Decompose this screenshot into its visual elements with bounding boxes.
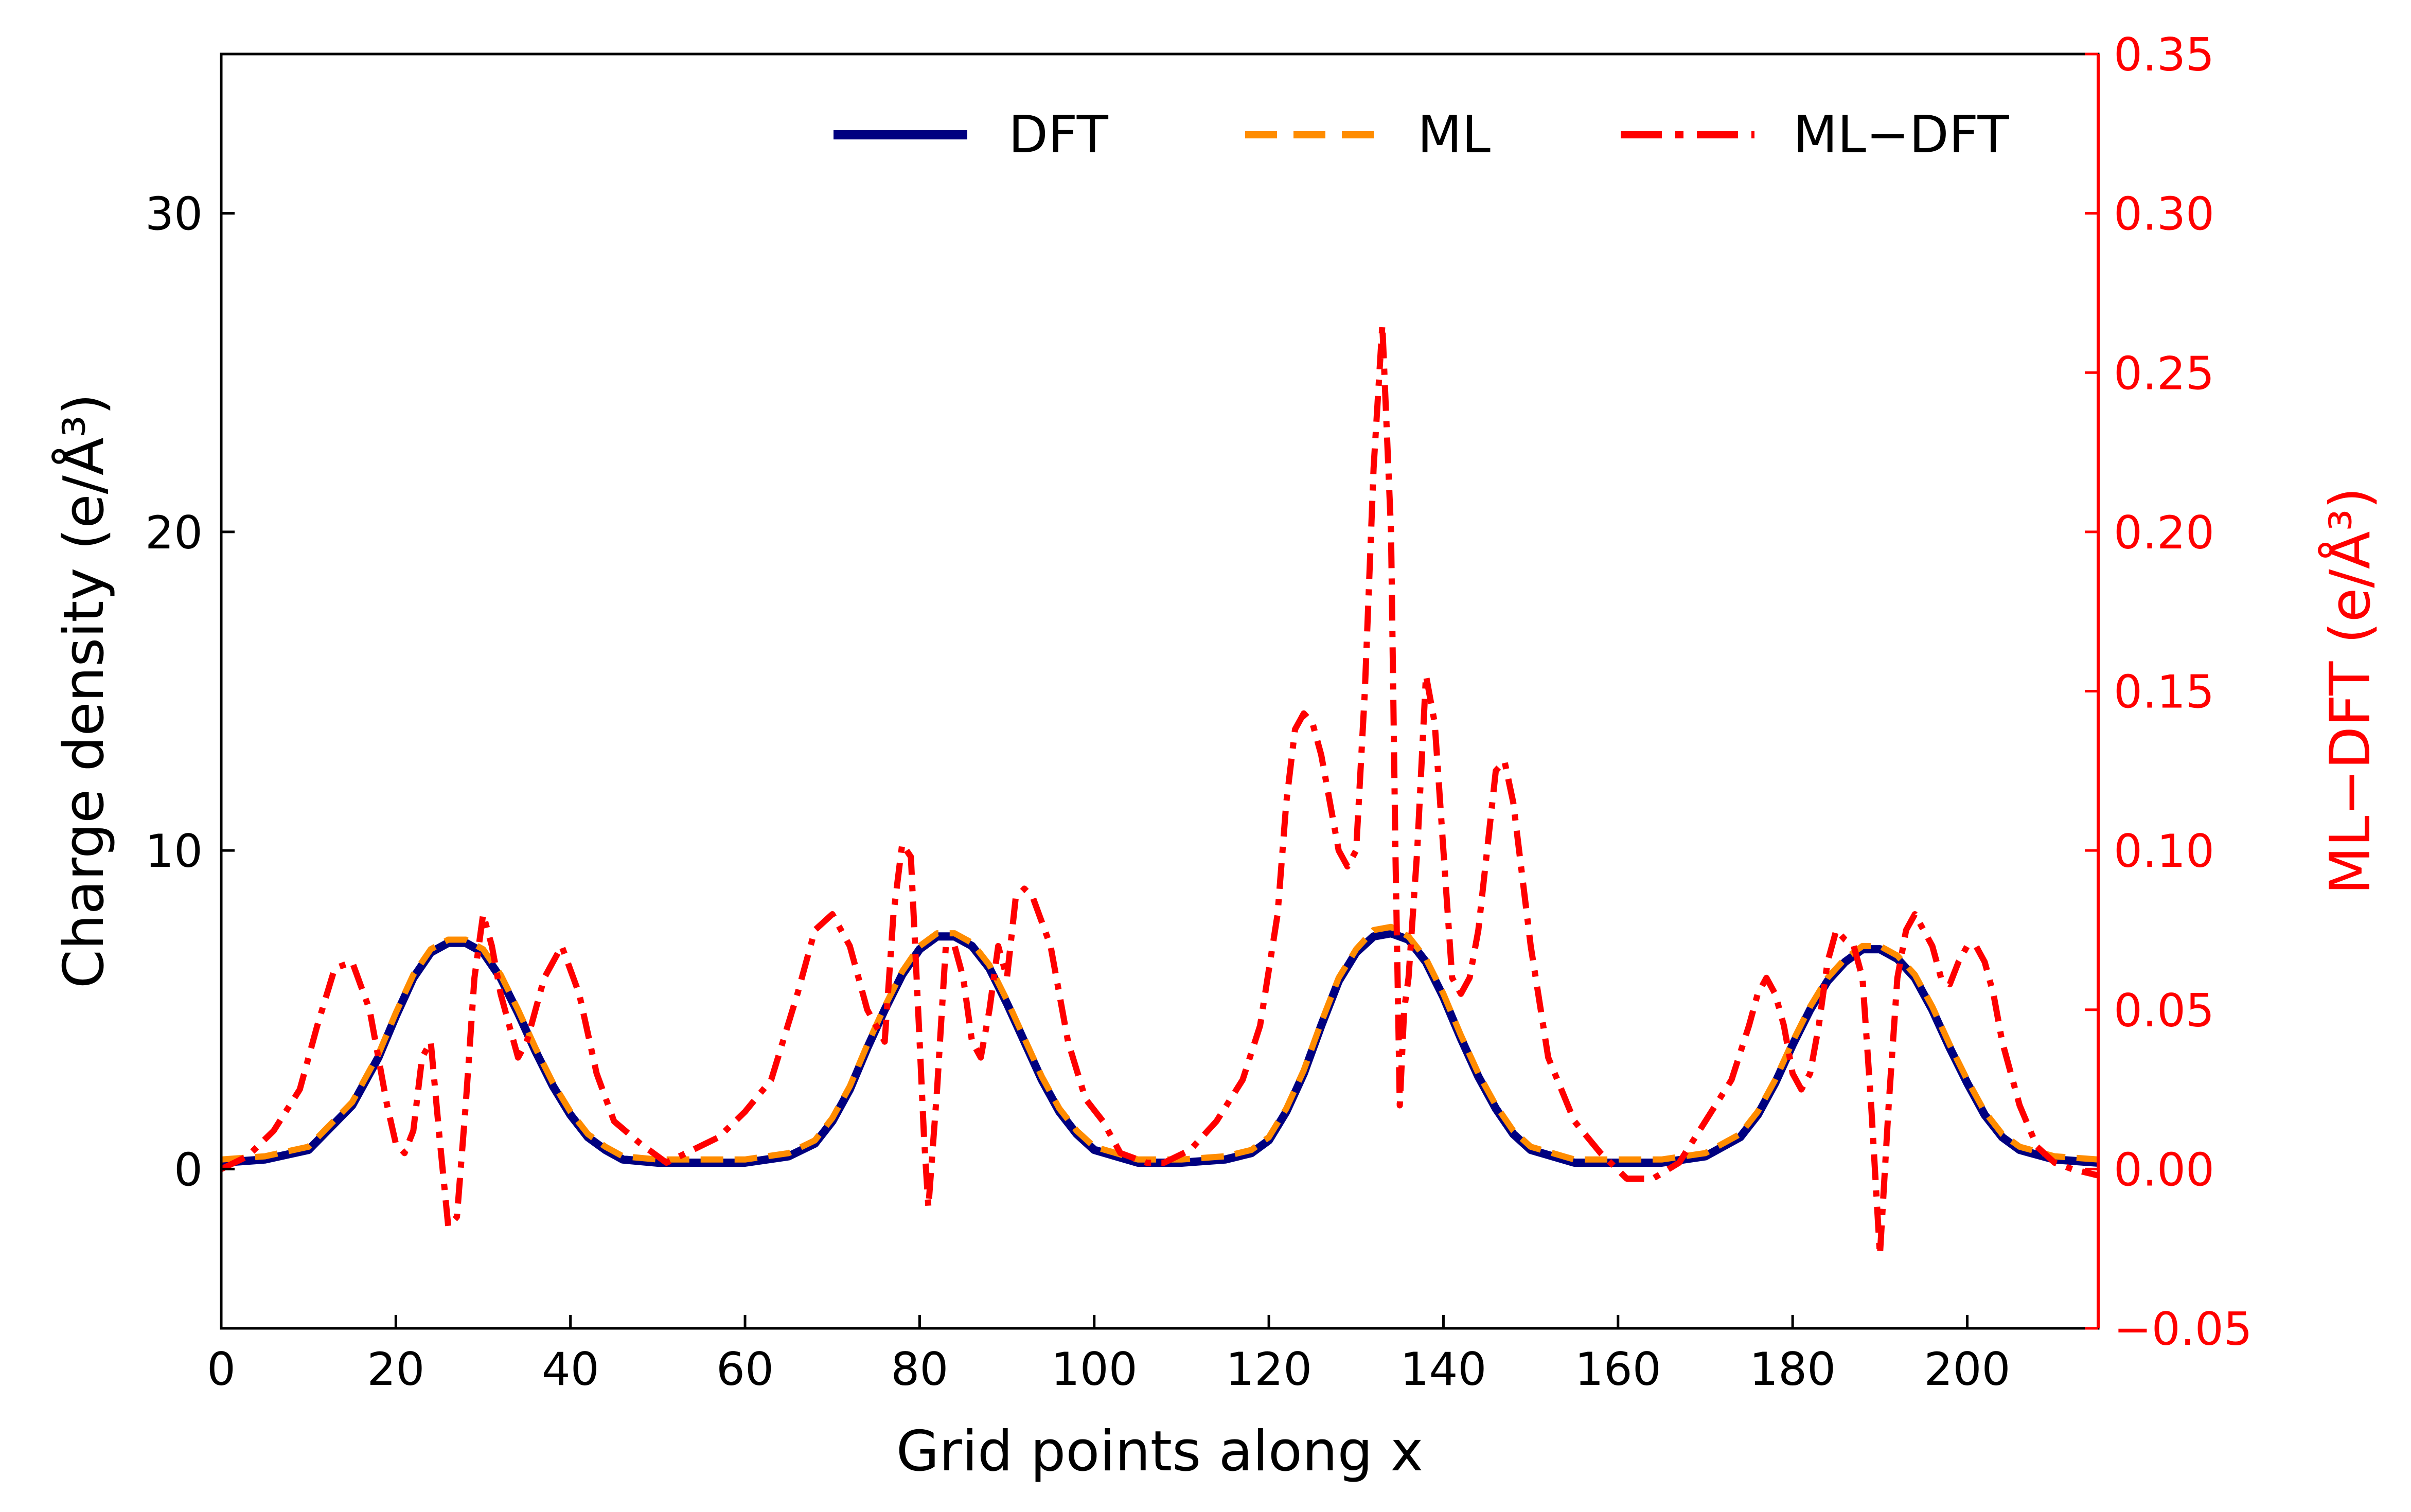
x-axis-ticks: 0 20 40 60 80 100 120 140 160 180 200 (207, 1315, 2010, 1396)
x-tick-label: 0 (207, 1343, 236, 1396)
right-y-tick-label: 0.25 (2114, 347, 2214, 400)
right-y-tick-label: 0.15 (2114, 666, 2214, 719)
legend-label-ml: ML (1417, 104, 1491, 165)
right-y-axis-ticks: −0.05 0.00 0.05 0.10 0.15 0.20 0.25 0.30 0.35 (2085, 28, 2253, 1356)
legend-label-ml-dft: ML−DFT (1793, 104, 2010, 165)
left-y-tick-label: 10 (145, 825, 203, 878)
left-y-tick-label: 30 (145, 188, 203, 241)
right-y-tick-label: 0.20 (2114, 506, 2214, 559)
right-y-axis-title: ML−DFT (e/Å³) (2317, 487, 2383, 895)
series-line-ml (221, 923, 2099, 1163)
x-tick-label: 40 (542, 1343, 599, 1396)
left-y-axis-title: Charge density (e/Å³) (51, 394, 116, 988)
x-tick-label: 100 (1051, 1343, 1138, 1396)
x-tick-label: 160 (1575, 1343, 1661, 1396)
legend: DFT ML ML−DFT (834, 104, 2010, 165)
x-axis-title: Grid points along x (896, 1419, 1424, 1484)
right-y-tick-label: 0.05 (2114, 984, 2214, 1037)
x-tick-label: 60 (716, 1343, 774, 1396)
x-tick-label: 20 (367, 1343, 424, 1396)
legend-label-dft: DFT (1008, 104, 1109, 165)
x-tick-label: 180 (1749, 1343, 1836, 1396)
x-tick-label: 200 (1924, 1343, 2011, 1396)
x-tick-label: 80 (891, 1343, 948, 1396)
left-y-tick-label: 20 (145, 506, 203, 559)
x-tick-label: 140 (1400, 1343, 1486, 1396)
series-layer (220, 322, 2099, 1258)
right-y-tick-label: 0.35 (2114, 28, 2214, 81)
right-y-tick-label: −0.05 (2114, 1303, 2253, 1356)
right-y-tick-label: 0.30 (2114, 188, 2214, 241)
right-y-tick-label: 0.00 (2114, 1143, 2214, 1196)
right-y-tick-label: 0.10 (2114, 825, 2214, 878)
series-line-ml-dft (220, 322, 2099, 1258)
left-y-tick-label: 0 (174, 1143, 203, 1196)
x-tick-label: 120 (1226, 1343, 1312, 1396)
left-y-axis-ticks: 0 10 20 30 (145, 188, 235, 1196)
